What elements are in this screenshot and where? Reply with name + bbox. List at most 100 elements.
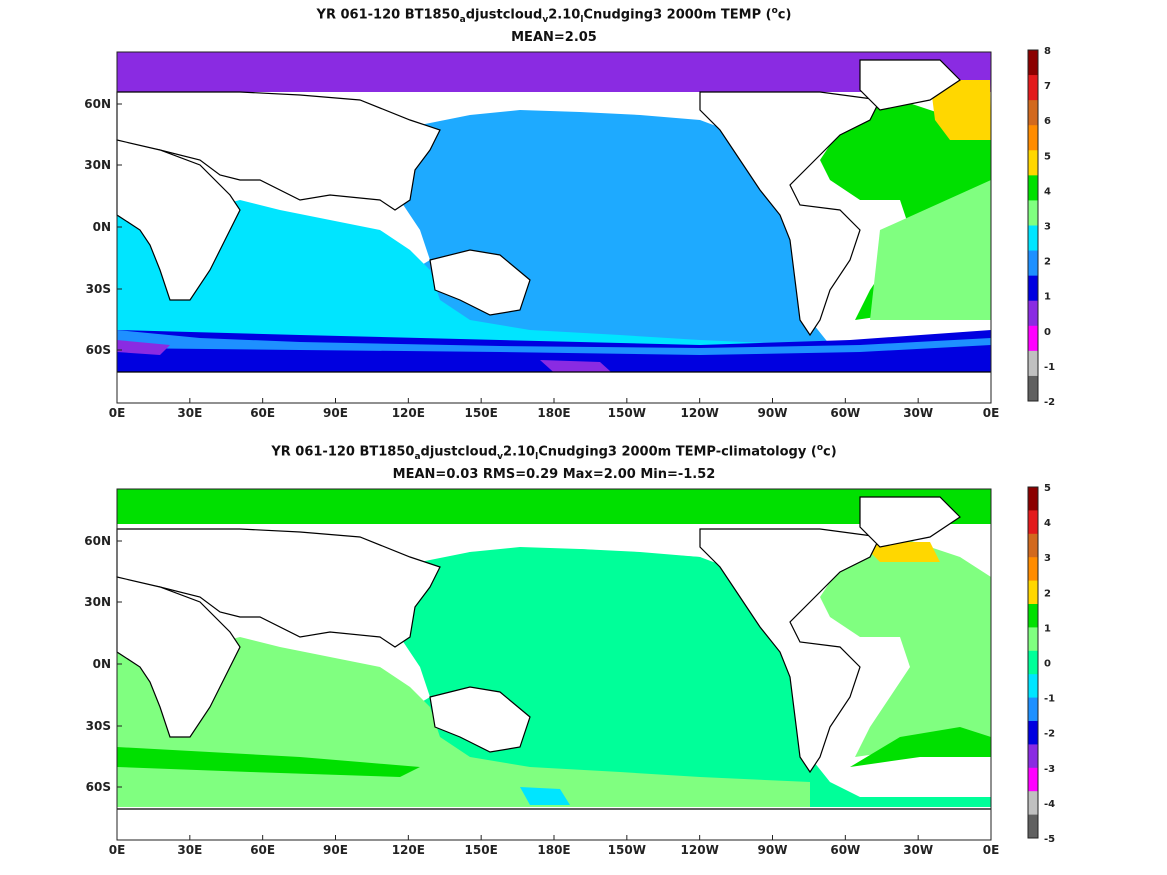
bottom-colorbar-swatch xyxy=(1028,627,1038,652)
bottom-colorbar-swatch xyxy=(1028,791,1038,816)
bottom-colorbar-tick-label: 0 xyxy=(1044,659,1051,670)
bottom-x-tick-label: 150E xyxy=(465,843,498,857)
top-colorbar-tick-label: 1 xyxy=(1044,292,1051,303)
top-colorbar-swatch xyxy=(1028,100,1038,126)
top-colorbar-tick-label: 7 xyxy=(1044,81,1051,92)
top-colorbar-swatch xyxy=(1028,75,1038,101)
bottom-x-tick-label: 30W xyxy=(903,843,933,857)
bottom-x-tick-label: 30E xyxy=(177,843,202,857)
bottom-y-tick-label: 60S xyxy=(86,780,111,794)
top-y-axis: 60N 30N 0N 30S 60S xyxy=(84,97,122,357)
bottom-colorbar-tick-label: -4 xyxy=(1044,799,1055,810)
top-land-africa xyxy=(116,139,241,301)
bottom-colorbar-swatch xyxy=(1028,510,1038,535)
bottom-colorbar-swatch xyxy=(1028,721,1038,745)
bottom-x-tick-label: 180E xyxy=(537,843,570,857)
top-colorbar-tick-label: 8 xyxy=(1044,46,1051,57)
bottom-colorbar-tick-label: -3 xyxy=(1044,764,1055,775)
top-map-stats: MEAN=2.05 xyxy=(511,30,597,45)
bottom-map-field xyxy=(116,488,992,841)
top-colorbar-swatch xyxy=(1028,275,1038,302)
top-colorbar-tick-label: 6 xyxy=(1044,116,1051,127)
bottom-y-axis: 60N 30N 0N 30S 60S xyxy=(84,534,122,794)
bottom-map-stats: MEAN=0.03 RMS=0.29 Max=2.00 Min=-1.52 xyxy=(392,467,716,482)
top-x-tick-label: 150E xyxy=(465,406,498,420)
bottom-colorbar-tick-label: 5 xyxy=(1044,483,1051,494)
top-x-tick-label: 90E xyxy=(323,406,348,420)
top-y-tick-label: 30N xyxy=(84,158,111,172)
bottom-colorbar-swatch xyxy=(1028,697,1038,722)
top-colorbar-swatch xyxy=(1028,300,1038,327)
top-x-tick-label: 60W xyxy=(830,406,860,420)
top-colorbar-swatch xyxy=(1028,375,1038,402)
top-x-tick-label: 30E xyxy=(177,406,202,420)
top-y-tick-label: 0N xyxy=(93,220,111,234)
bottom-colorbar-tick-label: -1 xyxy=(1044,694,1055,705)
bottom-colorbar-swatch xyxy=(1028,533,1038,558)
top-colorbar-swatch xyxy=(1028,250,1038,277)
top-colorbar-frame xyxy=(1027,49,1039,402)
bottom-x-tick-label: 0E xyxy=(109,843,126,857)
bottom-colorbar-swatch xyxy=(1028,487,1038,511)
bottom-map-figure: 0E 30E 60E 90E 120E 150E 180E 150W 120W 90W 60W 30W… xyxy=(84,483,1055,857)
bottom-y-tick-label: 30N xyxy=(84,595,111,609)
top-x-tick-label: 0E xyxy=(983,406,1000,420)
top-colorbar-tick-label: 0 xyxy=(1044,327,1051,338)
top-colorbar-swatch xyxy=(1028,350,1038,377)
bottom-colorbar-tick-label: 1 xyxy=(1044,623,1051,634)
bottom-colorbar-swatch xyxy=(1028,604,1038,628)
bottom-x-tick-label: 120E xyxy=(392,843,425,857)
bottom-map-title: YR 061-120 BT1850adjustcloudv2.10lCnudgi… xyxy=(271,443,837,462)
top-x-tick-label: 150W xyxy=(608,406,646,420)
top-x-tick-label: 90W xyxy=(758,406,788,420)
bottom-map-panel: YR 061-120 BT1850adjustcloudv2.10lCnudgi… xyxy=(0,437,1167,875)
top-x-tick-label: 60E xyxy=(250,406,275,420)
bottom-y-tick-label: 30S xyxy=(86,719,111,733)
top-x-axis: 0E 30E 60E 90E 120E 150E 180E 150W 120W 90W 60W 30W… xyxy=(109,398,1000,420)
bottom-colorbar-swatch xyxy=(1028,814,1038,839)
top-map-figure: 0E 30E 60E 90E 120E 150E 180E 150W 120W 90W 60W 30W… xyxy=(84,46,1055,420)
top-colorbar-tick-label: 4 xyxy=(1044,186,1051,197)
top-colorbar-swatch xyxy=(1028,325,1038,352)
bottom-colorbar-tick-label: 3 xyxy=(1044,553,1051,564)
bottom-colorbar: 5 4 3 2 1 0 -1 -2 -3 -4 -5 xyxy=(1027,483,1055,845)
top-land-eurasia xyxy=(116,91,441,211)
top-land-greenland xyxy=(859,59,961,111)
top-map-title: YR 061-120 BT1850adjustcloudv2.10lCnudgi… xyxy=(316,6,792,25)
top-colorbar-swatch xyxy=(1028,200,1038,226)
top-colorbar-swatch xyxy=(1028,150,1038,176)
top-map-field xyxy=(116,51,992,404)
top-map-panel: YR 061-120 BT1850adjustcloudv2.10lCnudgi… xyxy=(0,0,1167,437)
bottom-x-axis: 0E 30E 60E 90E 120E 150E 180E 150W 120W 90W 60W 30W… xyxy=(109,835,999,857)
bottom-x-tick-label: 150W xyxy=(608,843,646,857)
bottom-colorbar-swatch xyxy=(1028,767,1038,792)
bottom-x-tick-label: 90W xyxy=(758,843,788,857)
bottom-y-tick-label: 60N xyxy=(84,534,111,548)
bottom-colorbar-swatch xyxy=(1028,580,1038,605)
top-y-tick-label: 30S xyxy=(86,282,111,296)
bottom-colorbar-tick-label: 2 xyxy=(1044,588,1051,599)
bottom-colorbar-tick-label: -2 xyxy=(1044,729,1055,740)
top-x-tick-label: 120W xyxy=(681,406,719,420)
top-colorbar-tick-label: 3 xyxy=(1044,222,1051,233)
bottom-y-tick-label: 0N xyxy=(93,657,111,671)
top-y-tick-label: 60N xyxy=(84,97,111,111)
top-colorbar-swatch xyxy=(1028,50,1038,76)
bottom-colorbar-swatch xyxy=(1028,674,1038,699)
top-land-americas xyxy=(699,91,881,337)
top-colorbar-tick-label: -1 xyxy=(1044,362,1055,373)
bottom-colorbar-swatch xyxy=(1028,650,1038,675)
bottom-colorbar-swatch xyxy=(1028,557,1038,582)
top-colorbar-swatch xyxy=(1028,175,1038,201)
top-colorbar-swatch xyxy=(1028,125,1038,151)
top-land-antarctica xyxy=(117,372,991,403)
bottom-colorbar-tick-label: 4 xyxy=(1044,518,1051,529)
top-x-tick-label: 0E xyxy=(109,406,126,420)
bottom-x-tick-label: 60W xyxy=(830,843,860,857)
top-x-tick-label: 180E xyxy=(537,406,570,420)
top-x-tick-label: 120E xyxy=(392,406,425,420)
top-colorbar: 8 7 6 5 4 3 2 1 0 -1 -2 xyxy=(1027,46,1055,408)
top-colorbar-tick-label: -2 xyxy=(1044,397,1055,408)
top-y-tick-label: 60S xyxy=(86,343,111,357)
bottom-x-tick-label: 60E xyxy=(250,843,275,857)
